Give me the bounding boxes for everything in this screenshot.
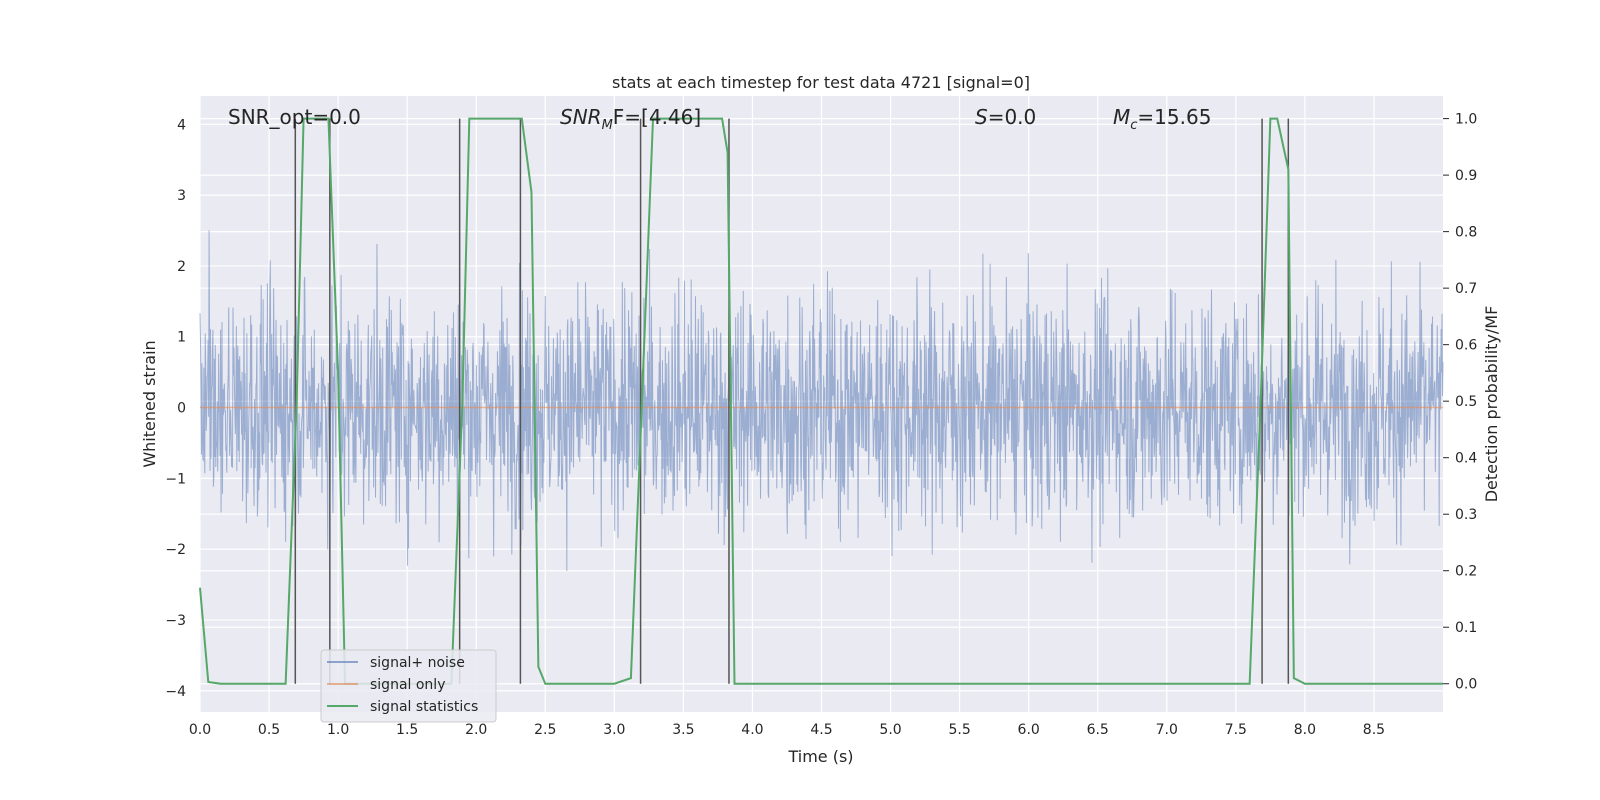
x-tick-labels: 0.0 0.5 1.0 1.5 2.0 2.5 3.0 3.5 4.0 4.5 5.0 5.5 6.0 6…	[189, 722, 1385, 738]
y-tick-label: 2	[177, 259, 186, 275]
x-tick-label: 6.0	[1018, 722, 1040, 738]
snr-mf-base: SNR	[560, 105, 602, 129]
x-tick-label: 2.0	[465, 722, 487, 738]
x-tick-label: 0.0	[189, 722, 211, 738]
legend-label-statistics: signal statistics	[370, 699, 478, 715]
annotation-snr-mf: SNRMF=[4.46]	[560, 105, 701, 133]
x-tick-label: 3.5	[672, 722, 694, 738]
mc-sub: c	[1130, 118, 1137, 133]
x-axis-label: Time (s)	[787, 747, 853, 766]
y-tick-label: 3	[177, 188, 186, 204]
y2-tick-label: 0.9	[1455, 168, 1477, 184]
annotation-s: S=0.0	[975, 105, 1036, 129]
annotation-mc: Mc=15.65	[1113, 105, 1211, 133]
legend-label-signal-only: signal only	[370, 677, 445, 693]
x-tick-label: 4.0	[741, 722, 763, 738]
x-tick-label: 3.0	[603, 722, 625, 738]
y-tick-label: −4	[165, 684, 186, 700]
x-tick-label: 0.5	[258, 722, 280, 738]
noise-line	[199, 230, 1444, 572]
y-tick-label: 0	[177, 401, 186, 417]
x-tick-label: 8.5	[1363, 722, 1385, 738]
y-tick-label: −1	[165, 471, 186, 487]
y-tick-label: 1	[177, 330, 186, 346]
y-tick-labels: −4 −3 −2 −1 0 1 2 3 4	[165, 117, 186, 699]
y-tick-label: 4	[177, 117, 186, 133]
mc-rest: =15.65	[1137, 105, 1211, 129]
s-rest: =0.0	[988, 105, 1037, 129]
y2-tick-labels: 0.0 0.1 0.2 0.3 0.4 0.5 0.6 0.7 0.8 0.9 1.0	[1443, 112, 1477, 693]
y2-tick-label: 0.1	[1455, 620, 1477, 636]
legend-box	[320, 649, 497, 723]
y-tick-label: −2	[165, 542, 186, 558]
snr-mf-rest: F=[4.46]	[613, 105, 701, 129]
y2-tick-label: 1.0	[1455, 112, 1477, 128]
snr-mf-sub: M	[602, 118, 613, 133]
y2-tick-label: 0.0	[1455, 677, 1477, 693]
annotation-snr-opt: SNR_opt=0.0	[228, 105, 361, 129]
x-tick-label: 7.5	[1225, 722, 1247, 738]
x-tick-label: 7.0	[1156, 722, 1178, 738]
statistics-line	[199, 117, 1443, 685]
s-var: S	[975, 105, 988, 129]
chart-title: stats at each timestep for test data 472…	[612, 73, 1030, 92]
y-axis-label: Whitened strain	[140, 340, 159, 467]
y2-axis-label: Detection probability/MF	[1482, 306, 1501, 503]
x-tick-label: 5.0	[879, 722, 901, 738]
x-tick-label: 8.0	[1294, 722, 1316, 738]
legend: signal+ noise signal only signal statist…	[320, 649, 497, 723]
mc-var: M	[1113, 105, 1130, 129]
x-tick-label: 1.5	[396, 722, 418, 738]
y2-tick-label: 0.2	[1455, 564, 1477, 580]
y2-tick-label: 0.4	[1455, 451, 1477, 467]
y2-tick-label: 0.7	[1455, 281, 1477, 297]
vertical-markers	[294, 118, 1290, 684]
signal-statistics-series	[199, 117, 1443, 685]
legend-label-noise: signal+ noise	[370, 655, 465, 671]
y2-tick-label: 0.6	[1455, 338, 1477, 354]
x-tick-label: 2.5	[534, 722, 556, 738]
x-tick-label: 6.5	[1087, 722, 1109, 738]
x-tick-label: 1.0	[327, 722, 349, 738]
y-tick-label: −3	[165, 613, 186, 629]
noise-series	[199, 230, 1444, 572]
y2-tick-label: 0.3	[1455, 507, 1477, 523]
y2-tick-label: 0.5	[1455, 394, 1477, 410]
x-tick-label: 5.5	[948, 722, 970, 738]
x-tick-label: 4.5	[810, 722, 832, 738]
y2-tick-label: 0.8	[1455, 225, 1477, 241]
